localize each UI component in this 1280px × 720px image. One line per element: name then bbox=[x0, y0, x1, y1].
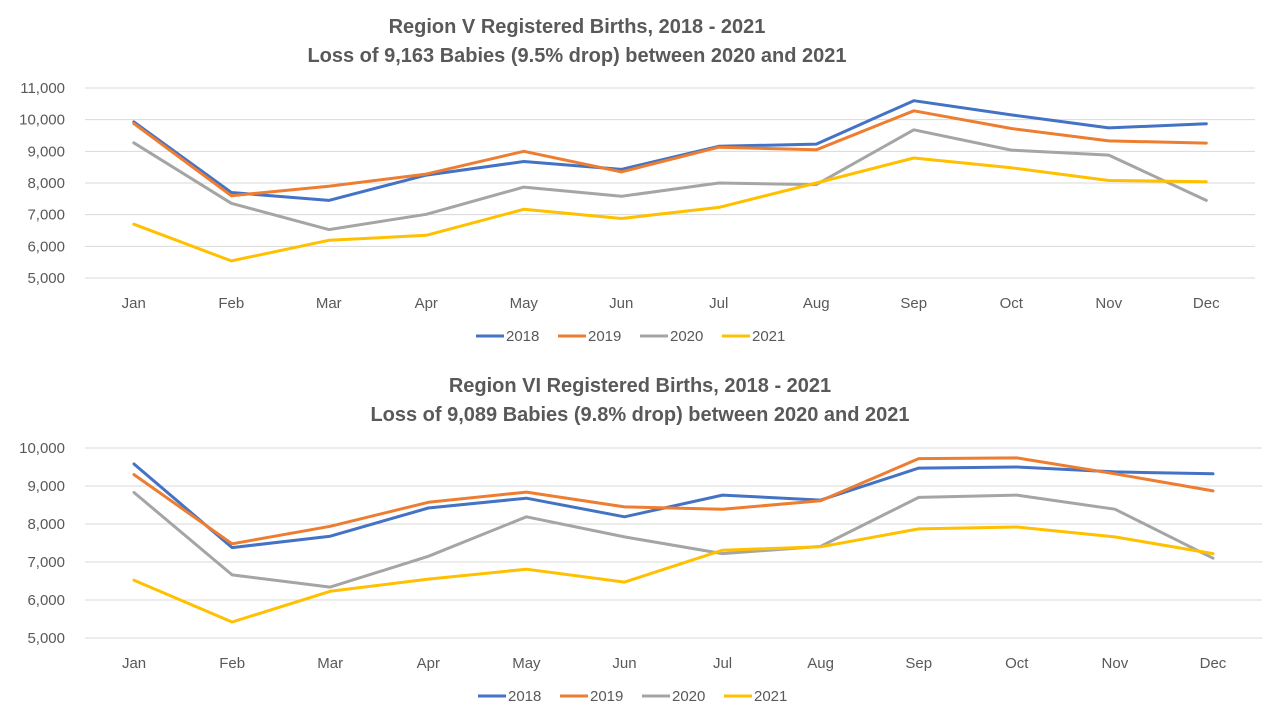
x-tick-label: Nov bbox=[1095, 295, 1122, 312]
y-tick-label: 6,000 bbox=[27, 238, 65, 255]
y-tick-label: 8,000 bbox=[27, 175, 65, 192]
x-tick-label: Apr bbox=[417, 655, 440, 672]
y-tick-label: 10,000 bbox=[19, 112, 65, 129]
x-tick-label: Oct bbox=[1005, 655, 1029, 672]
region-vi-chart: Region VI Registered Births, 2018 - 2021… bbox=[19, 375, 1262, 705]
legend-label: 2018 bbox=[506, 328, 539, 345]
legend-label: 2018 bbox=[508, 688, 541, 705]
y-tick-label: 5,000 bbox=[27, 270, 65, 287]
y-tick-label: 10,000 bbox=[19, 440, 65, 457]
series-line-2018 bbox=[132, 462, 1215, 550]
x-tick-label: Mar bbox=[316, 295, 342, 312]
x-tick-label: Aug bbox=[807, 655, 834, 672]
x-tick-label: Jan bbox=[122, 295, 146, 312]
chart-subtitle: Loss of 9,163 Babies (9.5% drop) between… bbox=[307, 45, 846, 67]
x-tick-label: Apr bbox=[415, 295, 438, 312]
series-line-2018 bbox=[132, 99, 1208, 202]
x-tick-label: Jul bbox=[709, 295, 728, 312]
x-tick-label: Dec bbox=[1200, 655, 1227, 672]
x-tick-label: Sep bbox=[900, 295, 927, 312]
y-tick-label: 7,000 bbox=[27, 207, 65, 224]
y-tick-label: 5,000 bbox=[27, 630, 65, 647]
x-tick-label: Dec bbox=[1193, 295, 1220, 312]
x-tick-label: Feb bbox=[219, 655, 245, 672]
chart-title: Region V Registered Births, 2018 - 2021 bbox=[389, 16, 766, 38]
x-tick-label: Jun bbox=[612, 655, 636, 672]
series-line-2020 bbox=[132, 491, 1215, 589]
legend-label: 2021 bbox=[754, 688, 787, 705]
legend-label: 2021 bbox=[752, 328, 785, 345]
x-tick-label: Nov bbox=[1102, 655, 1129, 672]
chart-title: Region VI Registered Births, 2018 - 2021 bbox=[449, 375, 831, 397]
legend-label: 2019 bbox=[590, 688, 623, 705]
x-tick-label: Aug bbox=[803, 295, 830, 312]
legend-label: 2019 bbox=[588, 328, 621, 345]
y-tick-label: 7,000 bbox=[27, 554, 65, 571]
legend-label: 2020 bbox=[672, 688, 705, 705]
x-tick-label: Jan bbox=[122, 655, 146, 672]
y-tick-label: 11,000 bbox=[20, 80, 65, 97]
y-tick-label: 9,000 bbox=[27, 143, 65, 160]
series-line-2020 bbox=[132, 128, 1208, 232]
x-tick-label: Oct bbox=[1000, 295, 1024, 312]
legend-label: 2020 bbox=[670, 328, 703, 345]
y-tick-label: 9,000 bbox=[27, 478, 65, 495]
chart-subtitle: Loss of 9,089 Babies (9.8% drop) between… bbox=[370, 404, 909, 426]
series-line-2019 bbox=[132, 109, 1208, 198]
region-v-chart: Region V Registered Births, 2018 - 2021 … bbox=[19, 16, 1255, 345]
series-line-2021 bbox=[132, 156, 1208, 263]
y-tick-label: 6,000 bbox=[27, 592, 65, 609]
x-tick-label: Feb bbox=[218, 295, 244, 312]
y-tick-label: 8,000 bbox=[27, 516, 65, 533]
x-tick-label: May bbox=[510, 295, 539, 312]
x-tick-label: Jul bbox=[713, 655, 732, 672]
x-tick-label: Sep bbox=[905, 655, 932, 672]
x-tick-label: Mar bbox=[317, 655, 343, 672]
x-tick-label: Jun bbox=[609, 295, 633, 312]
x-tick-label: May bbox=[512, 655, 541, 672]
series-line-2019 bbox=[132, 456, 1215, 546]
series-line-2021 bbox=[132, 525, 1215, 624]
